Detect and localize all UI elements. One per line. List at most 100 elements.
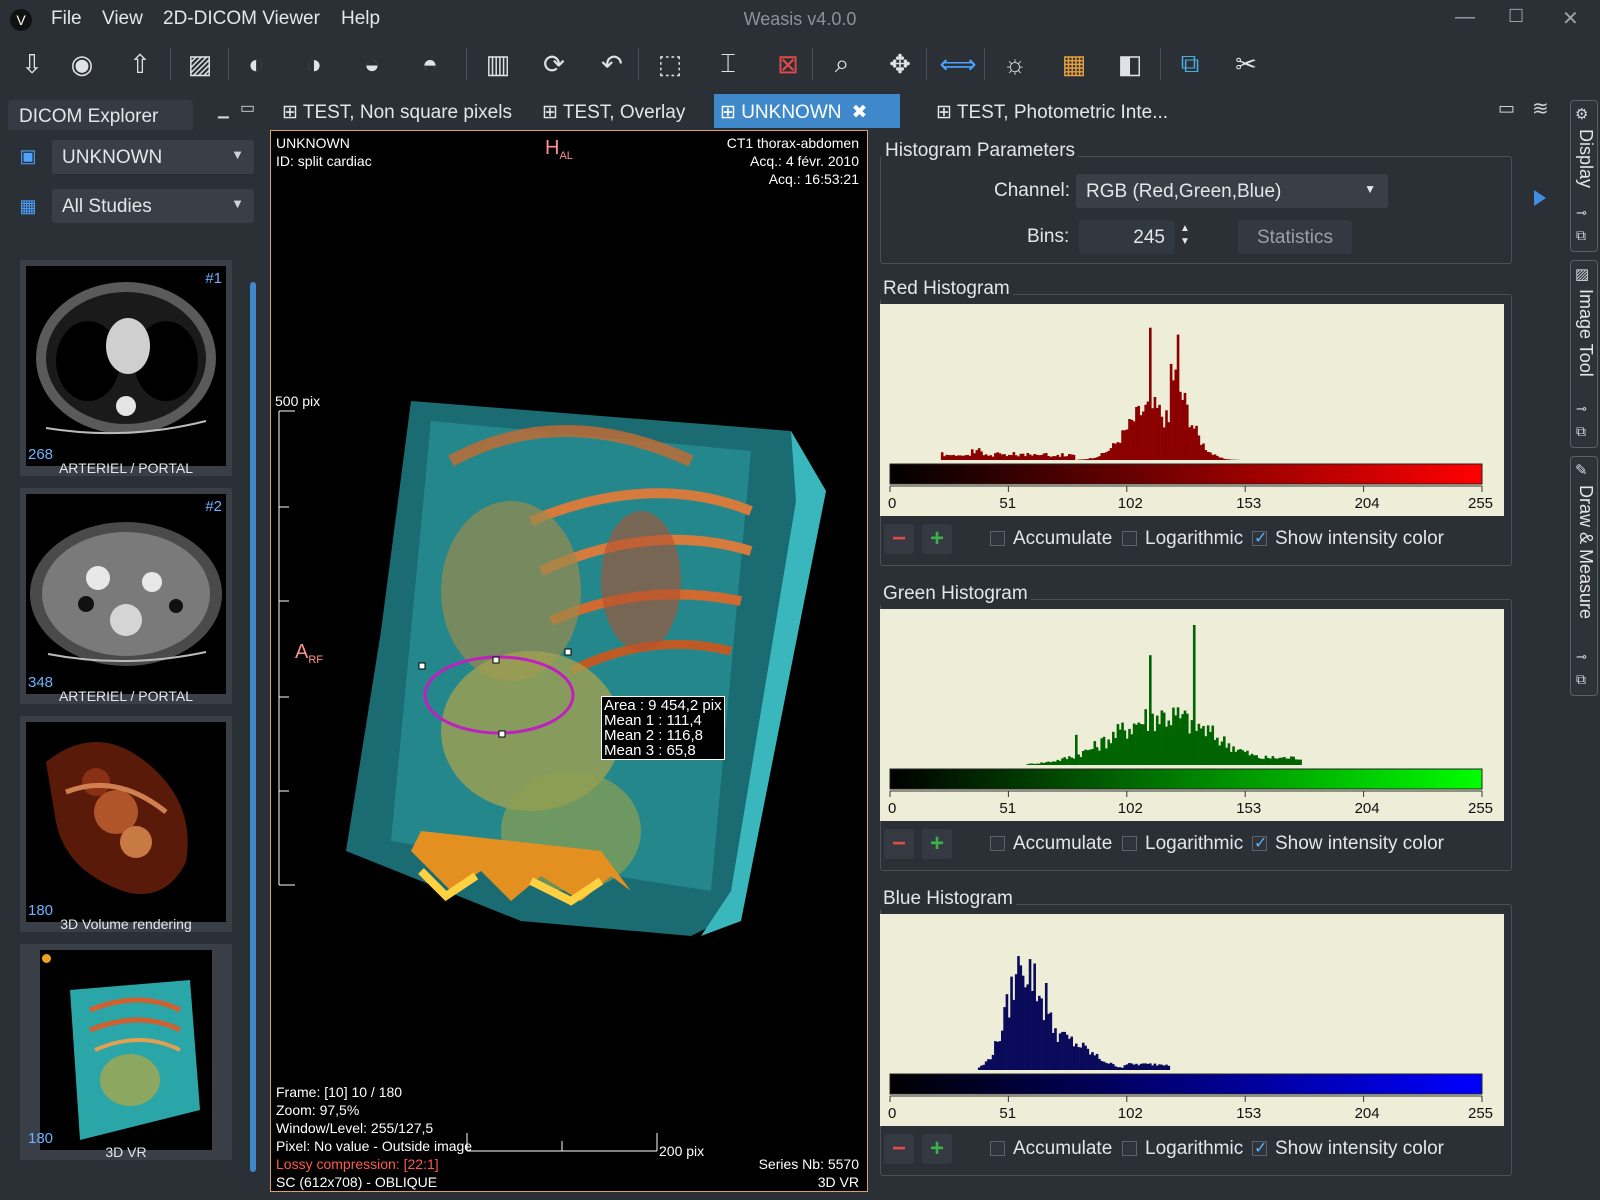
histogram-bar bbox=[968, 455, 972, 460]
blue-histogram-chart: 0 51 102 153 204 255 bbox=[880, 914, 1504, 1126]
logarithmic-checkbox[interactable]: Logarithmic bbox=[1122, 1138, 1243, 1160]
series-thumbnail-2[interactable]: #2 348 ARTERIEL / PORTAL bbox=[20, 488, 232, 704]
color-lut-icon[interactable]: ▦ bbox=[1061, 48, 1087, 79]
maximize-view-icon[interactable]: ▭ bbox=[1498, 98, 1516, 118]
image-tool-dock-tab[interactable]: ▨ Image Tool ⊸ ⧉ bbox=[1570, 260, 1598, 448]
layers-icon[interactable]: ≋ bbox=[1532, 98, 1549, 120]
minimize-panel-icon[interactable]: ▁ bbox=[218, 102, 229, 118]
select-icon[interactable]: ⬚ bbox=[657, 48, 683, 79]
roi-measurement-label[interactable]: Area : 9 454,2 pix Mean 1 : 111,4 Mean 2 :… bbox=[601, 696, 725, 760]
histogram-bar bbox=[1116, 442, 1120, 460]
zoom-in-button[interactable]: + bbox=[922, 829, 952, 859]
modality-info: SC (612x708) - OBLIQUE bbox=[276, 1174, 438, 1190]
import-cd-icon[interactable]: ◉ bbox=[70, 48, 94, 79]
zoom-icon[interactable]: ⌕ bbox=[834, 48, 850, 78]
histogram-bar bbox=[1225, 747, 1228, 765]
histogram-bar bbox=[1299, 759, 1302, 765]
mouse-wheel-icon[interactable]: ◓ bbox=[422, 48, 438, 79]
export-view-icon[interactable]: ⧉ bbox=[1180, 48, 1200, 78]
explorer-scrollbar[interactable] bbox=[250, 282, 256, 1172]
close-icon[interactable]: ✕ bbox=[1562, 8, 1579, 30]
zoom-out-button[interactable]: − bbox=[884, 1134, 914, 1164]
histogram-bar bbox=[1181, 399, 1184, 460]
histogram-bar bbox=[1149, 327, 1152, 460]
maximize-panel-icon[interactable]: ▭ bbox=[240, 100, 256, 117]
brightness-icon[interactable]: ☼ bbox=[1003, 48, 1027, 79]
bins-spinner[interactable]: 245 bbox=[1079, 220, 1175, 254]
show-intensity-checkbox[interactable]: Show intensity color bbox=[1252, 833, 1444, 855]
logarithmic-checkbox[interactable]: Logarithmic bbox=[1122, 833, 1243, 855]
channel-select[interactable]: RGB (Red,Green,Blue) ▼ bbox=[1076, 174, 1388, 208]
tab-non-square-pixels[interactable]: ⊞ TEST, Non square pixels bbox=[276, 94, 518, 128]
pan-icon[interactable]: ✥ bbox=[889, 48, 911, 79]
import-dicom-icon[interactable]: ⇩ bbox=[21, 48, 43, 79]
menu-view[interactable]: View bbox=[102, 8, 143, 29]
navigation-icon[interactable]: ⟺ bbox=[939, 48, 977, 79]
draw-measure-dock-tab[interactable]: ✎ Draw & Measure ⊸ ⧉ bbox=[1570, 456, 1598, 696]
histogram-bar bbox=[1229, 751, 1233, 765]
minimize-icon[interactable]: — bbox=[1455, 6, 1475, 28]
histogram-bar bbox=[970, 449, 974, 460]
zoom-in-button[interactable]: + bbox=[922, 1134, 952, 1164]
histogram-bar bbox=[1075, 1043, 1078, 1070]
statistics-button[interactable]: Statistics bbox=[1238, 220, 1352, 254]
menu-file[interactable]: File bbox=[51, 8, 82, 29]
axis-tick-label: 102 bbox=[1118, 1105, 1143, 1122]
checkbox-label: Logarithmic bbox=[1145, 528, 1244, 549]
histogram-panel: Histogram Parameters Channel: RGB (Red,G… bbox=[872, 130, 1522, 1192]
mouse-right-icon[interactable]: ◒ bbox=[364, 48, 380, 79]
accumulate-checkbox[interactable]: Accumulate bbox=[990, 1138, 1112, 1160]
patient-combo[interactable]: UNKNOWN ▼ bbox=[52, 140, 254, 174]
spinner-arrows-icon[interactable]: ▲ ▼ bbox=[1180, 223, 1190, 247]
roi-mean-3: Mean 3 : 65,8 bbox=[604, 742, 696, 759]
image-viewer[interactable]: UNKNOWN ID: split cardiac CT1 thorax-abdo… bbox=[270, 130, 868, 1192]
menu-2d-dicom-viewer[interactable]: 2D-DICOM Viewer bbox=[163, 8, 320, 29]
intensity-gradient-bar bbox=[889, 463, 1483, 485]
logarithmic-checkbox[interactable]: Logarithmic bbox=[1122, 528, 1243, 550]
mouse-left-icon[interactable]: ◐ bbox=[248, 48, 264, 79]
export-icon[interactable]: ⇧ bbox=[129, 48, 151, 79]
delete-selection-icon[interactable]: ⊠ bbox=[777, 48, 799, 79]
zoom-in-button[interactable]: + bbox=[922, 524, 952, 554]
histogram-bar bbox=[1253, 755, 1256, 765]
histogram-bar bbox=[1204, 736, 1208, 765]
tab-overlay[interactable]: ⊞ TEST, Overlay bbox=[536, 94, 691, 128]
accumulate-checkbox[interactable]: Accumulate bbox=[990, 528, 1112, 550]
tab-unknown[interactable]: ⊞ UNKNOWN ✖ bbox=[714, 94, 900, 128]
axis-tick-label: 51 bbox=[999, 1105, 1016, 1122]
accumulate-checkbox[interactable]: Accumulate bbox=[990, 833, 1112, 855]
close-tab-icon[interactable]: ✖ bbox=[851, 102, 868, 123]
show-intensity-checkbox[interactable]: Show intensity color bbox=[1252, 1138, 1444, 1160]
reset-icon[interactable]: ↶ bbox=[601, 48, 623, 79]
menu-help[interactable]: Help bbox=[341, 8, 381, 29]
series-thumbnail-1[interactable]: #1 268 ARTERIEL / PORTAL bbox=[20, 260, 232, 476]
tools-icon[interactable]: ✂ bbox=[1235, 48, 1257, 79]
histogram-bar bbox=[1019, 453, 1023, 460]
layout-icon[interactable]: ▥ bbox=[485, 48, 511, 79]
measure-icon[interactable]: ⌶ bbox=[720, 48, 736, 78]
maximize-icon[interactable]: ☐ bbox=[1508, 6, 1525, 26]
show-intensity-checkbox[interactable]: Show intensity color bbox=[1252, 528, 1444, 550]
histogram-bar bbox=[952, 454, 956, 460]
studies-combo-value: All Studies bbox=[62, 196, 152, 217]
histogram-bar bbox=[1183, 392, 1187, 460]
studies-combo[interactable]: All Studies ▼ bbox=[52, 189, 254, 223]
checkbox-icon bbox=[1122, 531, 1137, 546]
histogram-bar bbox=[996, 1041, 999, 1070]
display-dock-tab[interactable]: ⚙ Display ⊸ ⧉ bbox=[1570, 100, 1598, 252]
histogram-bar bbox=[984, 1061, 988, 1070]
histogram-bar bbox=[1137, 722, 1141, 765]
sync-icon[interactable]: ⟳ bbox=[543, 48, 565, 79]
histogram-bar bbox=[1135, 724, 1138, 765]
zoom-out-button[interactable]: − bbox=[884, 829, 914, 859]
invert-icon[interactable]: ◧ bbox=[1117, 48, 1143, 79]
zoom-out-button[interactable]: − bbox=[884, 524, 914, 554]
tab-photometric[interactable]: ⊞ TEST, Photometric Inte... bbox=[930, 94, 1174, 128]
series-thumbnail-4[interactable]: 180 3D VR bbox=[20, 944, 232, 1160]
acquisition-date: Acq.: 4 févr. 2010 bbox=[750, 153, 859, 169]
mouse-middle-icon[interactable]: ◑ bbox=[306, 48, 322, 79]
axis-tick-label: 255 bbox=[1468, 495, 1493, 512]
histogram-bar bbox=[1107, 450, 1110, 460]
import-image-icon[interactable]: ▨ bbox=[187, 48, 213, 79]
series-thumbnail-3[interactable]: 180 3D Volume rendering bbox=[20, 716, 232, 932]
